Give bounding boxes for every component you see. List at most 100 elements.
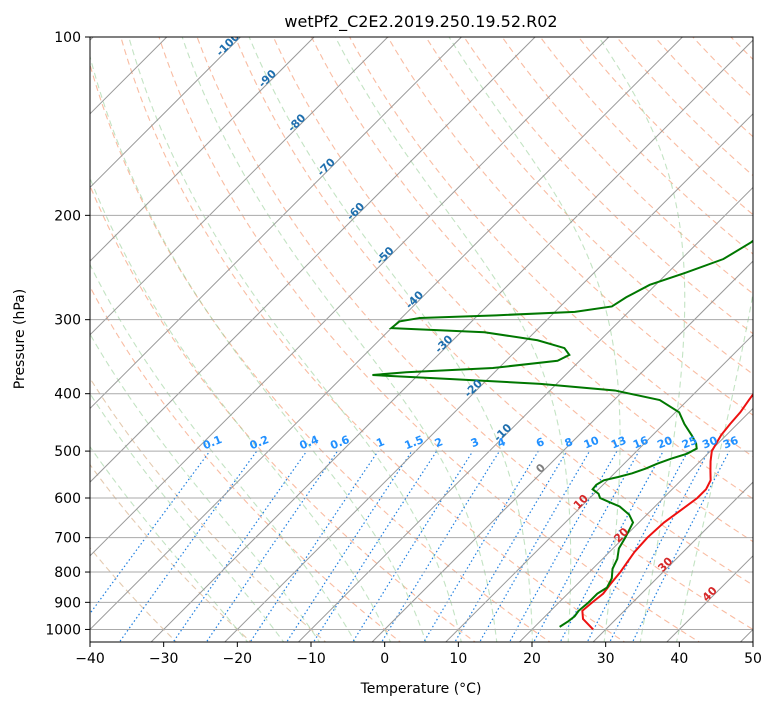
isotherm-line [297, 186, 753, 642]
isotherm-line [90, 37, 684, 631]
mixing-ratio-line [559, 450, 664, 642]
isotherm-label: -50 [373, 244, 396, 267]
x-tick-label: 40 [670, 651, 688, 667]
mixing-ratio-line [205, 450, 339, 642]
mixing-ratio-label: 0.6 [328, 433, 351, 452]
dry-adiabat [730, 37, 753, 61]
x-axis-ticks: −40 −30 −20 −10 0 10 20 30 40 50 [75, 642, 762, 667]
dry-adiabat [692, 37, 753, 99]
x-axis-title: Temperature (°C) [360, 681, 482, 697]
mixing-ratio-labels: 0.1 0.2 0.4 0.6 1 1.5 2 3 4 6 8 10 13 16 20 25 30 36 [201, 433, 741, 452]
isotherm-label: -80 [285, 111, 308, 134]
isotherm-label: 20 [611, 525, 631, 545]
dry-adiabat [501, 37, 753, 295]
mixing-ratio-line [423, 450, 539, 642]
dry-adiabat [348, 37, 753, 458]
dry-adiabat [196, 37, 753, 631]
isotherm-line [739, 628, 753, 642]
chart-title: wetPf2_C2E2.2019.250.19.52.R02 [284, 12, 557, 32]
dry-adiabat-lines [90, 24, 775, 645]
x-tick-label: −40 [75, 651, 105, 667]
mixing-ratio-label: 2 [433, 435, 445, 450]
isotherm-line [224, 113, 753, 642]
mixing-ratio-label: 16 [631, 434, 650, 452]
mixing-ratio-line [312, 450, 438, 642]
dry-adiabat [90, 463, 252, 642]
dry-adiabat [425, 37, 753, 375]
mixing-ratio-label: 1.5 [403, 433, 426, 452]
mixing-ratio-label: 3 [469, 435, 481, 450]
y-tick-label: 200 [54, 208, 81, 224]
x-tick-label: −10 [296, 651, 326, 667]
dry-adiabat [653, 37, 753, 138]
dry-adiabat [158, 37, 701, 642]
isotherm-line [371, 260, 753, 642]
x-tick-label: 20 [523, 651, 541, 667]
isotherm-label: -30 [432, 332, 455, 355]
mixing-ratio-label: 6 [534, 435, 546, 450]
isotherm-line [90, 37, 389, 336]
x-tick-label: 0 [380, 651, 389, 667]
mixing-ratio-line [249, 450, 379, 642]
isobar-gridlines [90, 37, 753, 630]
moist-adiabat [90, 54, 427, 642]
dry-adiabat [387, 37, 753, 416]
mixing-ratio-line [586, 450, 689, 642]
x-tick-label: 30 [597, 651, 615, 667]
mixing-ratio-label: 13 [609, 434, 628, 452]
mixing-ratio-line [631, 450, 730, 642]
mixing-ratio-label: 25 [680, 434, 699, 452]
plot-frame [89, 36, 754, 643]
moist-adiabat [90, 263, 356, 642]
isotherm-line [666, 555, 753, 642]
x-tick-label: 50 [744, 651, 762, 667]
isotherm-label: -40 [403, 288, 426, 311]
moist-adiabat [598, 37, 686, 642]
y-tick-label: 300 [54, 313, 81, 329]
mixing-ratio-label: 1 [374, 435, 386, 450]
mixing-ratio-label: 10 [582, 434, 601, 452]
dry-adiabat [90, 285, 402, 642]
dry-adiabat [539, 37, 753, 255]
isotherm-label: 40 [700, 584, 720, 604]
y-tick-label: 100 [54, 30, 81, 46]
x-tick-label: −20 [223, 651, 253, 667]
dry-adiabat [463, 37, 753, 335]
profile-series [372, 239, 753, 631]
mixing-ratio-line [454, 450, 568, 642]
x-tick-label: 10 [449, 651, 467, 667]
temperature-line [581, 392, 753, 631]
dry-adiabat [756, 24, 775, 645]
mixing-ratio-line [118, 450, 258, 642]
isotherm-line [592, 481, 753, 642]
moist-adiabat [676, 290, 753, 642]
y-tick-label: 1000 [45, 622, 81, 638]
isotherm-line [90, 37, 463, 410]
y-tick-label: 600 [54, 491, 81, 507]
y-tick-label: 400 [54, 387, 81, 403]
moist-adiabat [90, 445, 249, 642]
mixing-ratio-line [352, 450, 474, 642]
isotherm-line [90, 37, 610, 557]
mixing-ratio-lines [90, 450, 730, 642]
isotherm-line [445, 334, 753, 642]
mixing-ratio-label: 0.2 [248, 433, 271, 452]
isotherm-line [90, 37, 315, 262]
mixing-ratio-label: 8 [563, 435, 575, 450]
isotherm-label: 10 [571, 492, 591, 512]
isotherm-line [90, 37, 242, 189]
y-tick-label: 900 [54, 595, 81, 611]
y-axis-ticks: 100 200 300 400 500 600 700 800 900 1000 [45, 30, 90, 638]
dry-adiabat [577, 37, 753, 216]
mixing-ratio-label: 30 [700, 434, 719, 452]
dry-adiabat [90, 184, 477, 642]
isotherm-line [90, 37, 536, 483]
dry-adiabat [120, 37, 626, 642]
mixing-ratio-label: 20 [655, 434, 674, 452]
isotherm-label: -90 [256, 67, 279, 90]
mixing-ratio-line [90, 450, 211, 615]
dewpoint-line [372, 239, 753, 628]
isotherm-label: -60 [344, 200, 367, 223]
mixing-ratio-label: 0.1 [201, 433, 224, 452]
